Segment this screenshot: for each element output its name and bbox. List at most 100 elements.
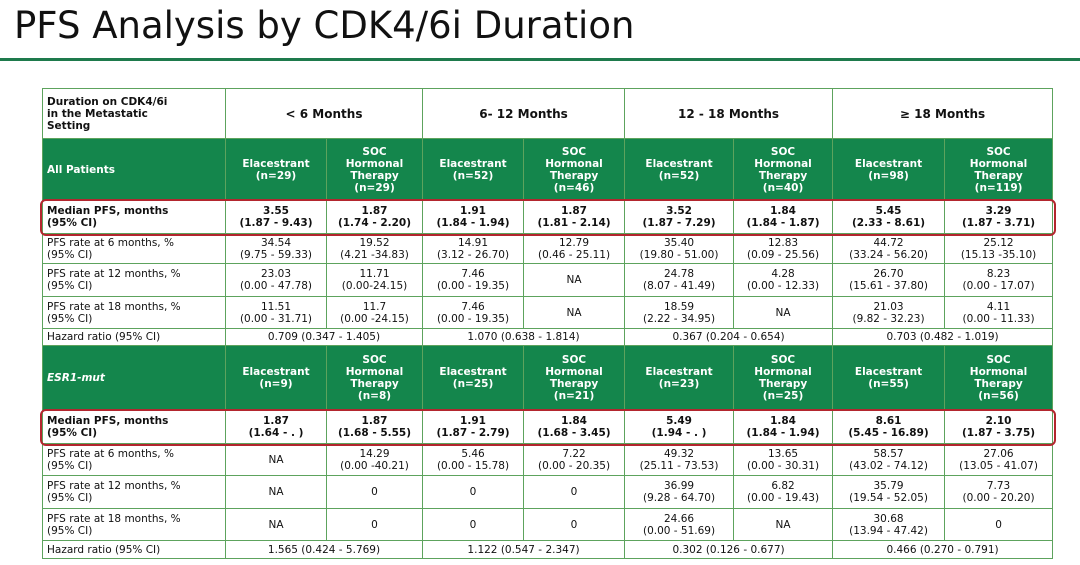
cell-line: (95% CI) <box>47 492 93 504</box>
cell-line: 1.87 <box>361 205 388 217</box>
cell-line: 30.68 <box>873 512 904 525</box>
cell-line: (0.00 - 30.31) <box>746 459 820 472</box>
data-cell: 44.72 (33.24 - 56.20) <box>832 233 946 264</box>
group-header: 6- 12 Months <box>422 88 626 139</box>
row-label: Hazard ratio (95% CI) <box>42 540 226 559</box>
cell-line: (15.61 - 37.80) <box>849 280 928 292</box>
table-row: PFS rate at 12 months, % (95% CI) 23.03 (0.… <box>42 263 1054 297</box>
data-cell: 5.46 (0.00 - 15.78) <box>422 443 525 476</box>
cell-line: Therapy <box>549 169 599 182</box>
cell-line: 3.52 <box>666 205 692 217</box>
cell-line: 24.66 <box>664 512 695 525</box>
cell-line: 1.87 <box>361 415 388 427</box>
data-cell: 35.79 (19.54 - 52.05) <box>832 475 946 509</box>
cell-line: 36.99 <box>664 480 695 492</box>
cell-line: (0.00 - 12.33) <box>746 280 820 292</box>
data-cell: 11.51 (0.00 - 31.71) <box>225 296 327 329</box>
data-cell: 30.68 (13.94 - 47.42) <box>832 508 946 541</box>
hazard-cell: 0.466 (0.270 - 0.791) <box>832 540 1054 559</box>
cell-line: (1.74 - 2.20) <box>337 217 412 229</box>
data-cell: 12.83 (0.09 - 25.56) <box>733 233 834 264</box>
cell-line: 0 <box>995 518 1002 531</box>
cell-line: (19.54 - 52.05) <box>849 492 928 504</box>
cell-line: NA <box>775 306 791 319</box>
arm-header: Elacestrant (n=52) <box>422 138 525 201</box>
cell-line: (1.87 - 9.43) <box>239 217 313 229</box>
data-cell: NA <box>733 508 834 541</box>
group-header: ≥ 18 Months <box>832 88 1054 139</box>
cell-line: Median PFS, months <box>47 415 169 427</box>
arm-header: SOC Hormonal Therapy (n=8) <box>325 345 424 411</box>
median-cell: 1.87 (1.74 - 2.20) <box>325 200 424 234</box>
cell-line: Duration on CDK4/6i <box>47 95 168 108</box>
data-cell: 26.70 (15.61 - 37.80) <box>832 263 946 297</box>
median-cell: 3.52 (1.87 - 7.29) <box>624 200 735 234</box>
cell-line: 1.84 <box>770 415 796 427</box>
section-label: All Patients <box>42 138 226 201</box>
cell-line: (n=119) <box>974 181 1023 194</box>
cell-line: (1.84 - 1.87) <box>746 217 820 229</box>
median-cell: 1.91 (1.84 - 1.94) <box>422 200 525 234</box>
cell-line: 7.46 <box>461 300 485 313</box>
arm-header: Elacestrant (n=25) <box>422 345 525 411</box>
cell-line: NA <box>268 518 284 531</box>
median-cell: 1.87 (1.68 - 5.55) <box>325 410 424 444</box>
cell-line: (n=52) <box>658 169 700 182</box>
arm-header: SOC Hormonal Therapy (n=21) <box>523 345 626 411</box>
cell-line: Hormonal <box>754 366 812 378</box>
cell-line: Elacestrant <box>242 157 310 170</box>
table-row: PFS rate at 6 months, % (95% CI) NA 14.29 (0… <box>42 443 1054 476</box>
group-header: 12 - 18 Months <box>624 88 834 139</box>
data-cell: 0 <box>422 475 525 509</box>
cell-line: SOC <box>561 354 587 366</box>
arm-header: Elacestrant (n=55) <box>832 345 946 411</box>
cell-line: PFS rate at 12 months, % <box>47 268 181 280</box>
cell-line: PFS rate at 12 months, % <box>47 480 181 492</box>
data-cell: 4.28 (0.00 - 12.33) <box>733 263 834 297</box>
cell-line: 0 <box>469 518 477 531</box>
cell-line: 11.71 <box>359 268 390 280</box>
cell-line: (0.00 - 19.35) <box>436 312 510 325</box>
cell-line: Hormonal <box>545 157 603 170</box>
cell-line: 1.84 <box>561 415 587 427</box>
cell-line: Hormonal <box>545 366 603 378</box>
cell-line: in the Metastatic <box>47 107 148 120</box>
cell-line: NA <box>268 486 284 498</box>
cell-line: 34.54 <box>260 236 292 249</box>
median-cell: 1.84 (1.84 - 1.87) <box>733 200 834 234</box>
cell-line: 18.59 <box>664 300 695 313</box>
cell-line: (1.68 - 5.55) <box>337 427 412 439</box>
cell-line: 5.49 <box>666 415 692 427</box>
cell-line: 13.65 <box>768 447 799 460</box>
cell-line: (95% CI) <box>47 459 93 472</box>
cell-line: 0 <box>570 486 578 498</box>
cell-line: Elacestrant <box>242 366 310 378</box>
table-row: Median PFS, months (95% CI) 3.55 (1.87 - 9.… <box>42 200 1054 234</box>
data-cell: 4.11 (0.00 - 11.33) <box>944 296 1054 329</box>
row-label: PFS rate at 6 months, % (95% CI) <box>42 233 226 264</box>
cell-line: SOC <box>986 145 1011 158</box>
cell-line: 58.57 <box>873 447 904 460</box>
cell-line: (n=52) <box>452 169 494 182</box>
data-cell: 0 <box>523 508 626 541</box>
data-cell: 14.29 (0.00 -40.21) <box>325 443 424 476</box>
data-cell: NA <box>733 296 834 329</box>
hazard-cell: 1.070 (0.638 - 1.814) <box>422 328 626 346</box>
cell-line: PFS rate at 6 months, % <box>47 447 174 460</box>
cell-line: Hormonal <box>754 157 812 170</box>
data-cell: 34.54 (9.75 - 59.33) <box>225 233 327 264</box>
cell-line: (n=29) <box>255 169 297 182</box>
cell-line: 12.79 <box>558 236 590 249</box>
arm-header: SOC Hormonal Therapy (n=46) <box>523 138 626 201</box>
cell-line: (0.00 - 47.78) <box>239 280 313 292</box>
cell-line: (95% CI) <box>47 248 93 261</box>
hazard-cell: 1.122 (0.547 - 2.347) <box>422 540 626 559</box>
cell-line: 4.28 <box>771 268 795 280</box>
median-cell: 5.45 (2.33 - 8.61) <box>832 200 946 234</box>
table-row: PFS rate at 18 months, % (95% CI) NA 0 0 0 24.… <box>42 508 1054 541</box>
cell-line: (9.28 - 64.70) <box>642 492 716 504</box>
cell-line: 3.29 <box>985 205 1012 217</box>
cell-line: 1.84 <box>770 205 796 217</box>
cell-line: PFS rate at 18 months, % <box>47 512 181 525</box>
cell-line: SOC <box>770 354 796 366</box>
